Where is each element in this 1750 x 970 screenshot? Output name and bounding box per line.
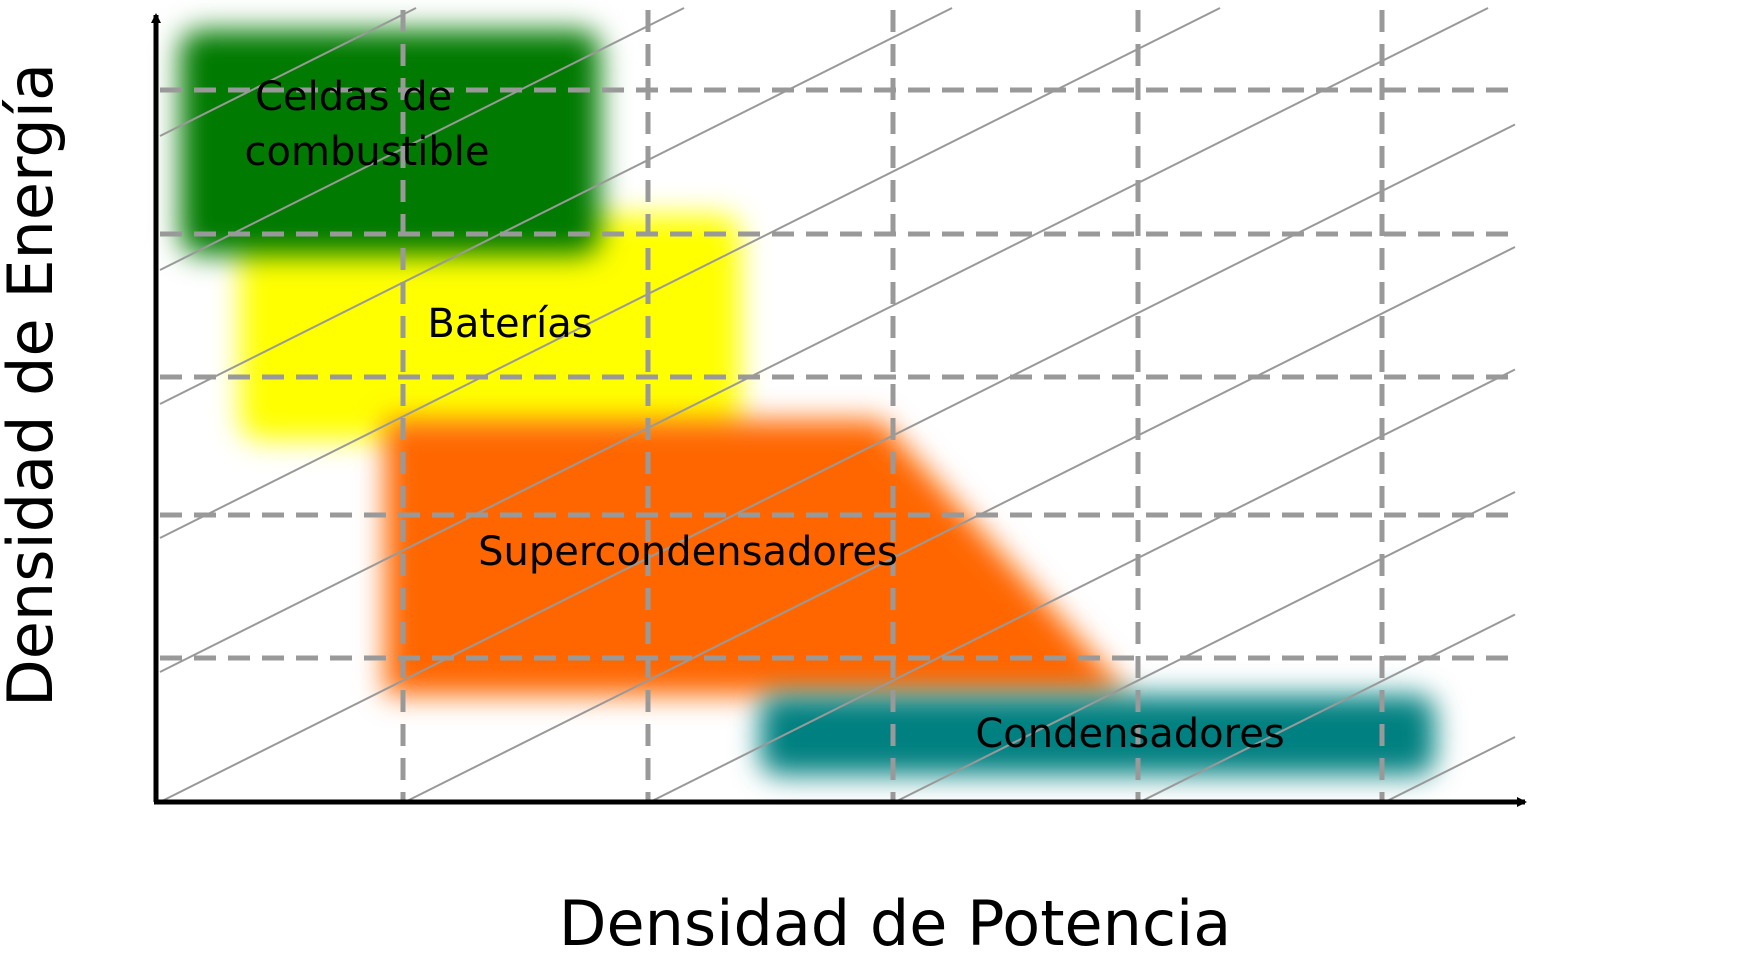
region-labels: Celdas de combustible Baterías Supercond… xyxy=(245,74,1285,757)
y-axis-title: Densidad de Energía xyxy=(0,63,67,707)
label-line: Celdas de xyxy=(255,74,452,120)
diagonal-line xyxy=(894,491,1516,803)
label-line: Supercondensadores xyxy=(478,529,898,575)
region-supercondensadores xyxy=(385,420,1130,695)
region-condensadores xyxy=(760,695,1435,775)
diagonal-line xyxy=(159,7,953,405)
label-supercondensadores: Supercondensadores xyxy=(478,529,898,575)
diagonal-line xyxy=(159,7,685,271)
regions-layer xyxy=(180,30,1435,775)
axes xyxy=(151,13,1527,807)
region-baterias xyxy=(240,215,740,440)
diagonal-line xyxy=(649,368,1516,803)
diagonal-line xyxy=(404,246,1516,803)
diagonal-lines xyxy=(159,7,1516,803)
diagonal-line xyxy=(159,7,1221,539)
x-axis-title: Densidad de Potencia xyxy=(559,887,1232,960)
region-celdas-de-combustible xyxy=(180,30,600,255)
diagonal-line xyxy=(1384,736,1516,803)
label-line: Baterías xyxy=(427,301,592,347)
diagonal-line xyxy=(159,7,1489,673)
diagonal-line xyxy=(1139,613,1516,803)
grid-lines xyxy=(160,10,1510,800)
diagonal-line xyxy=(159,7,417,137)
diagonal-line xyxy=(159,123,1516,803)
label-celdas-de-combustible: Celdas de combustible xyxy=(245,74,490,175)
label-condensadores: Condensadores xyxy=(975,711,1284,757)
label-line: combustible xyxy=(245,129,490,175)
label-line: Condensadores xyxy=(975,711,1284,757)
label-baterias: Baterías xyxy=(427,301,592,347)
